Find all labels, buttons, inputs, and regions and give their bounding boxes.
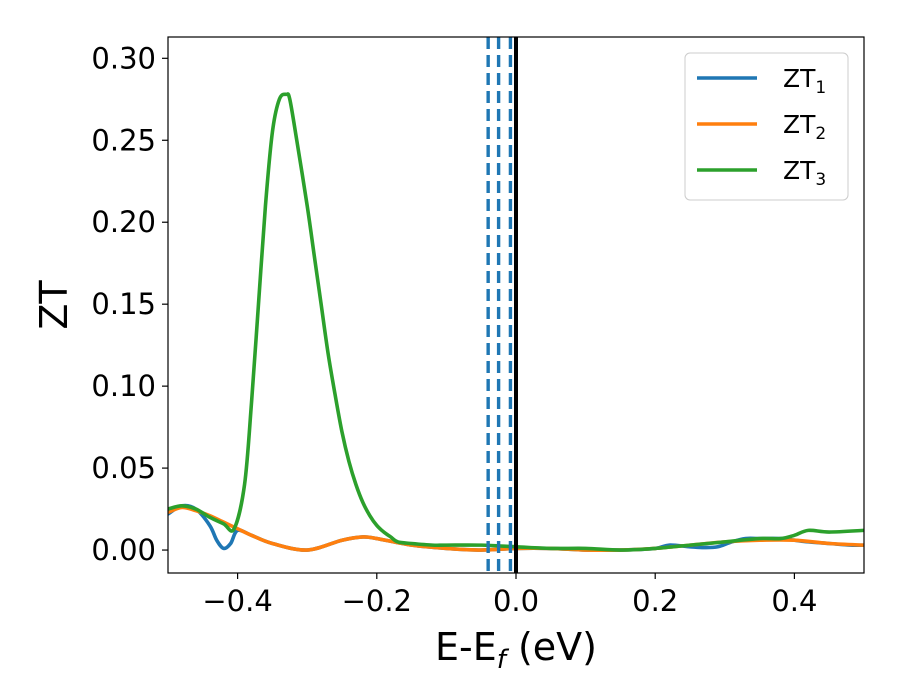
- x-axis-ticks: −0.4 −0.2 0.0 0.2 0.4: [202, 573, 817, 618]
- legend-label-2: ZT2: [783, 110, 826, 144]
- x-tick-label: −0.4: [202, 584, 272, 618]
- legend-label-1: ZT1: [783, 64, 826, 98]
- y-tick-label: 0.10: [91, 369, 156, 403]
- y-tick-label: 0.25: [91, 123, 156, 157]
- x-axis-label: E-Ef (eV): [435, 625, 597, 675]
- x-axis-label-main: E-E: [435, 625, 497, 669]
- series-line-3: [168, 92, 864, 552]
- legend-box: [684, 52, 849, 201]
- x-tick-label: 0.4: [771, 584, 817, 618]
- vertical-reference-lines: [486, 37, 518, 573]
- y-axis-label: ZT: [32, 280, 76, 330]
- x-axis-label-unit: (eV): [506, 625, 597, 669]
- x-tick-label: 0.0: [493, 584, 539, 618]
- y-tick-label: 0.20: [91, 205, 156, 239]
- legend-label-3: ZT3: [783, 156, 826, 190]
- y-tick-label: 0.30: [91, 41, 156, 75]
- x-tick-label: 0.2: [632, 584, 678, 618]
- legend: ZT1 ZT2 ZT3: [684, 52, 849, 201]
- y-tick-label: 0.05: [91, 451, 156, 485]
- y-axis-ticks: 0.00 0.05 0.10 0.15 0.20 0.25 0.30: [91, 41, 168, 567]
- y-tick-label: 0.00: [91, 533, 156, 567]
- x-tick-label: −0.2: [342, 584, 412, 618]
- legend-items: ZT1 ZT2 ZT3: [697, 64, 826, 190]
- y-tick-label: 0.15: [91, 287, 156, 321]
